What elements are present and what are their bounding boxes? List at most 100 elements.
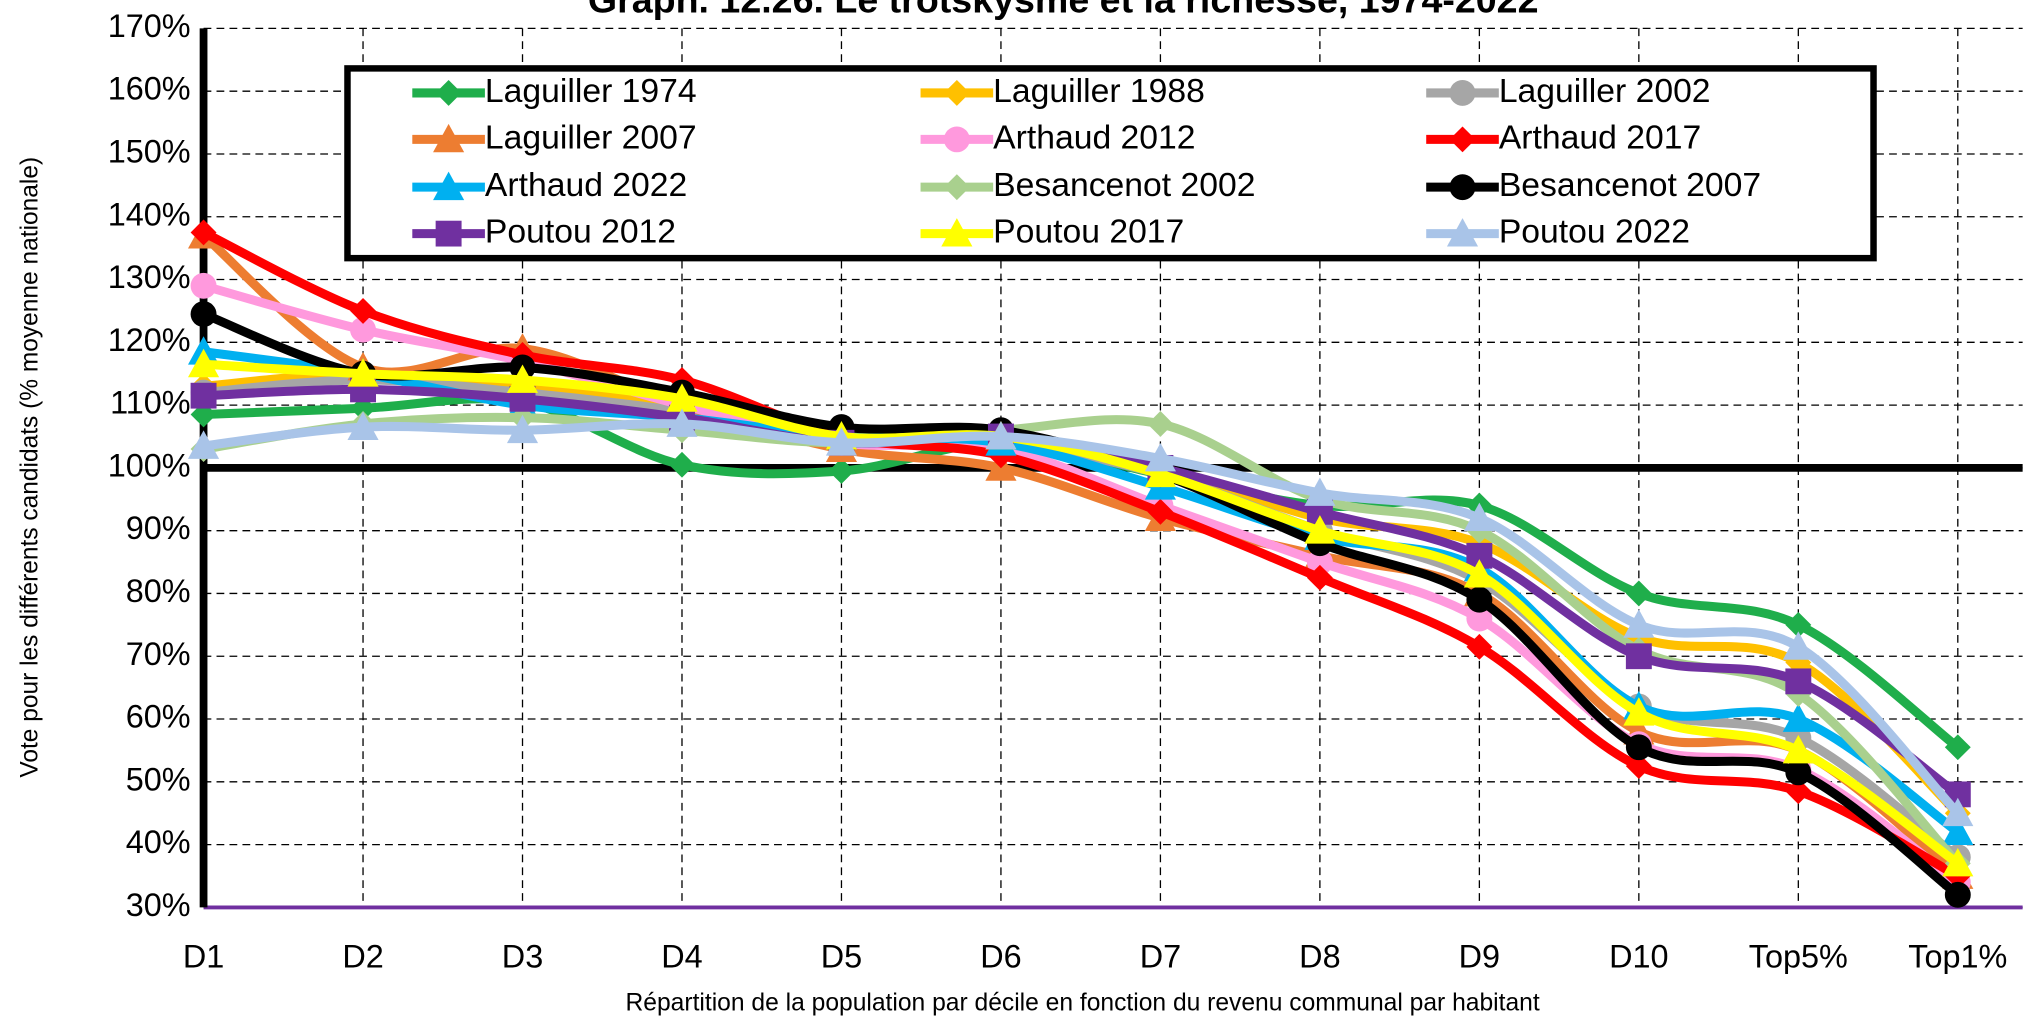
y-tick-label: 90% (126, 510, 191, 546)
marker (1147, 498, 1174, 525)
marker (1623, 697, 1655, 726)
legend-label: Besancenot 2007 (1499, 167, 1761, 204)
y-tick-label: 80% (126, 573, 191, 609)
marker (433, 123, 465, 153)
marker (1463, 502, 1495, 532)
y-tick-label: 100% (108, 447, 191, 483)
y-tick-label: 140% (108, 196, 191, 232)
y-tick-label: 160% (108, 71, 191, 107)
y-tick-label: 50% (126, 761, 191, 797)
plot (188, 219, 1974, 908)
chart-title: Graph. 12.26. Le trotskysme et la riches… (588, 0, 1539, 20)
legend-label: Besancenot 2002 (993, 167, 1255, 204)
series-line (201, 228, 1960, 880)
marker (943, 126, 970, 153)
legend-label: Laguiller 1988 (993, 73, 1205, 110)
y-tick-label: 110% (110, 385, 190, 421)
x-tick-label: D2 (342, 939, 383, 975)
x-tick-label: D1 (183, 939, 224, 975)
marker (190, 219, 217, 246)
marker (435, 80, 462, 106)
legend-label: Poutou 2017 (993, 214, 1184, 251)
marker (1449, 80, 1476, 106)
marker (433, 171, 465, 201)
legend-label: Laguiller 2002 (1499, 73, 1711, 110)
marker (1144, 458, 1176, 488)
legend-label: Arthaud 2012 (993, 119, 1195, 156)
legend: Laguiller 1974 Laguiller 1988 Laguiller 20… (344, 65, 1877, 262)
marker (190, 382, 217, 409)
marker (350, 298, 377, 324)
marker (666, 408, 698, 437)
x-tick-label: D10 (1609, 939, 1668, 975)
legend-label: Laguiller 1974 (485, 73, 697, 110)
legend-label: Laguiller 2007 (485, 119, 697, 156)
marker (1785, 668, 1812, 695)
marker (1782, 734, 1814, 764)
marker (435, 220, 462, 247)
marker (1625, 734, 1652, 761)
marker (347, 358, 379, 387)
series-line (203, 359, 1961, 868)
y-tick-label: 30% (126, 887, 191, 923)
marker (190, 301, 217, 327)
marker (828, 458, 855, 484)
marker (1785, 778, 1812, 805)
x-tick-label: Top5% (1749, 939, 1848, 975)
legend-label: Poutou 2012 (485, 214, 676, 251)
y-tick-label: 120% (108, 322, 191, 358)
marker (188, 430, 220, 459)
marker (1942, 797, 1974, 827)
marker (188, 348, 220, 378)
marker (1449, 174, 1476, 201)
x-axis-label: Répartition de la population par décile … (626, 990, 1540, 1017)
marker (1466, 605, 1493, 632)
grid: 30% 40% 50% 60% 70% 80% 90% 100% 110% 120% 130% 140… (108, 8, 2023, 975)
marker (985, 421, 1017, 450)
marker (1785, 759, 1812, 786)
y-tick-label: 130% (108, 259, 191, 295)
marker (1446, 218, 1479, 247)
y-tick-label: 150% (108, 134, 191, 170)
marker (347, 411, 379, 440)
y-tick-label: 40% (126, 824, 191, 860)
marker (1463, 559, 1495, 588)
x-tick-label: D6 (980, 939, 1021, 975)
marker (506, 364, 539, 393)
marker (669, 451, 695, 478)
legend-label: Arthaud 2017 (1499, 119, 1701, 156)
y-axis-label: Vote pour les différents candidats (% mo… (17, 157, 44, 778)
marker (350, 316, 377, 343)
marker (1304, 515, 1336, 544)
marker (506, 414, 539, 444)
marker (666, 383, 698, 412)
y-tick-label: 170% (108, 8, 191, 44)
x-tick-label: D9 (1459, 939, 1500, 975)
y-tick-label: 70% (126, 636, 191, 672)
marker (943, 174, 970, 201)
marker (1623, 609, 1655, 638)
marker (1625, 580, 1652, 607)
marker (1306, 564, 1333, 591)
marker (1942, 847, 1974, 877)
marker (1782, 631, 1814, 660)
marker (1466, 586, 1493, 613)
x-tick-label: Top1% (1908, 939, 2007, 975)
marker (1942, 816, 1974, 845)
marker (1147, 411, 1174, 437)
legend-label: Poutou 2022 (1499, 214, 1690, 251)
marker (1782, 703, 1814, 732)
marker (941, 218, 973, 247)
marker (825, 427, 858, 456)
y-tick-label: 60% (126, 699, 191, 735)
marker (1144, 442, 1176, 472)
marker (943, 80, 970, 106)
legend-box (344, 65, 1877, 262)
marker (190, 272, 217, 299)
marker (1625, 643, 1652, 670)
x-tick-label: D3 (502, 939, 543, 975)
x-tick-label: D8 (1299, 939, 1340, 975)
x-tick-label: D7 (1140, 939, 1181, 975)
x-tick-label: D4 (661, 939, 702, 975)
